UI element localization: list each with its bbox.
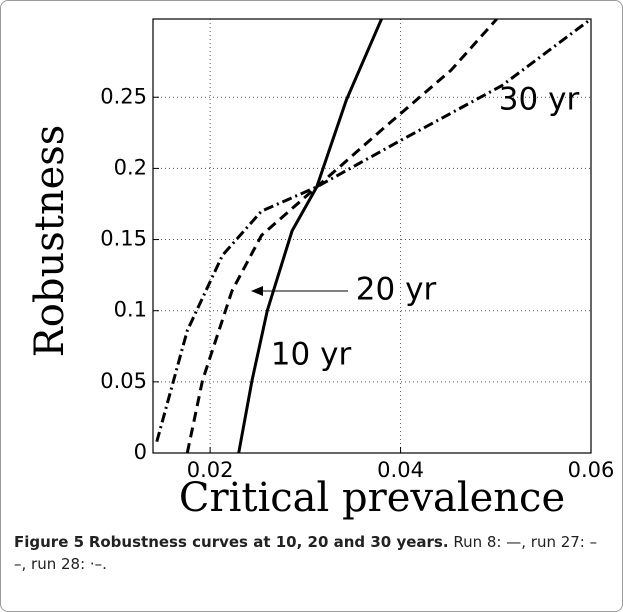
annotation: 20 yr: [356, 272, 437, 308]
chart: Critical prevalence Robustness 0 0.05 0.1 0…: [27, 18, 615, 521]
arrow-head: [251, 286, 263, 296]
annotation: 10 yr: [271, 337, 352, 373]
y-tick-label: 0.25: [100, 84, 147, 108]
y-tick-label: 0.2: [114, 155, 147, 179]
y-tick-label: 0.05: [100, 369, 147, 393]
line-series: [185, 19, 498, 453]
y-tick-label: 0: [134, 440, 147, 464]
caption-title: Robustness curves at 10, 20 and 30 years…: [88, 533, 449, 551]
line-series: [237, 19, 383, 453]
y-tick-label: 0.1: [114, 298, 147, 322]
x-tick-label: 0.04: [377, 458, 424, 482]
caption-text: Run 8: —, run 27: – –, run 28: ·–.: [14, 533, 598, 573]
x-axis-label: Critical prevalence: [179, 475, 565, 521]
x-tick-label: 0.06: [568, 458, 615, 482]
caption: Figure 5 Robustness curves at 10, 20 and…: [14, 531, 609, 575]
plot-frame: [152, 18, 592, 454]
y-axis-label: Robustness: [27, 125, 73, 358]
caption-label: Figure 5: [14, 533, 85, 551]
y-tick-label: 0.15: [100, 227, 147, 251]
line-series: [155, 19, 591, 443]
annotation: 30 yr: [499, 82, 580, 118]
x-tick-label: 0.02: [187, 458, 234, 482]
